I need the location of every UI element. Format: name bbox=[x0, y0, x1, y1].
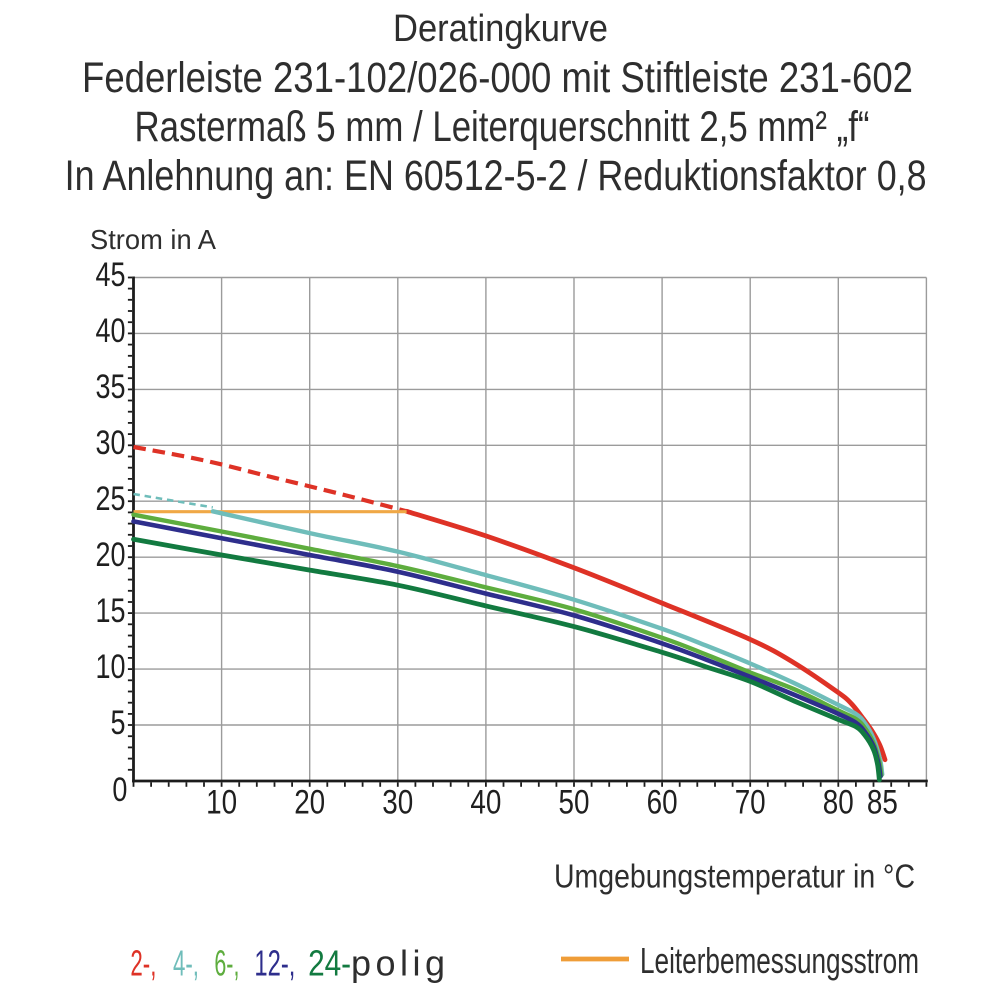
svg-text:Deratingkurve: Deratingkurve bbox=[393, 8, 608, 50]
svg-text:80: 80 bbox=[823, 784, 854, 822]
svg-text:5: 5 bbox=[111, 704, 126, 742]
svg-text:15: 15 bbox=[96, 592, 126, 630]
svg-text:85: 85 bbox=[867, 784, 898, 822]
svg-text:50: 50 bbox=[559, 784, 590, 822]
svg-text:45: 45 bbox=[96, 256, 126, 294]
svg-text:10: 10 bbox=[96, 648, 126, 686]
svg-text:12-,: 12-, bbox=[254, 943, 295, 984]
svg-text:40: 40 bbox=[470, 784, 501, 822]
svg-text:60: 60 bbox=[647, 784, 678, 822]
svg-text:In Anlehnung an: EN 60512-5-2: In Anlehnung an: EN 60512-5-2 / Reduktio… bbox=[65, 152, 927, 200]
svg-text:24-: 24- bbox=[308, 943, 351, 984]
svg-text:4-,: 4-, bbox=[173, 943, 199, 984]
svg-text:Leiterbemessungsstrom: Leiterbemessungsstrom bbox=[640, 940, 919, 981]
svg-text:0: 0 bbox=[112, 771, 127, 809]
svg-text:10: 10 bbox=[206, 784, 237, 822]
svg-text:30: 30 bbox=[382, 784, 413, 822]
svg-text:30: 30 bbox=[96, 424, 126, 462]
svg-text:Umgebungstemperatur in °C: Umgebungstemperatur in °C bbox=[554, 858, 915, 895]
svg-text:25: 25 bbox=[96, 480, 126, 518]
svg-text:Federleiste 231-102/026-000 mi: Federleiste 231-102/026-000 mit Stiftlei… bbox=[82, 54, 913, 102]
svg-text:20: 20 bbox=[96, 536, 126, 574]
svg-text:35: 35 bbox=[96, 368, 126, 406]
svg-text:2-,: 2-, bbox=[130, 943, 156, 984]
svg-text:Strom in A: Strom in A bbox=[90, 224, 216, 255]
svg-text:20: 20 bbox=[294, 784, 325, 822]
svg-text:Rastermaß 5 mm / Leiterquersch: Rastermaß 5 mm / Leiterquerschnitt 2,5 m… bbox=[135, 103, 870, 151]
svg-text:40: 40 bbox=[96, 312, 126, 350]
svg-text:6-,: 6-, bbox=[214, 943, 239, 984]
svg-text:70: 70 bbox=[735, 784, 766, 822]
